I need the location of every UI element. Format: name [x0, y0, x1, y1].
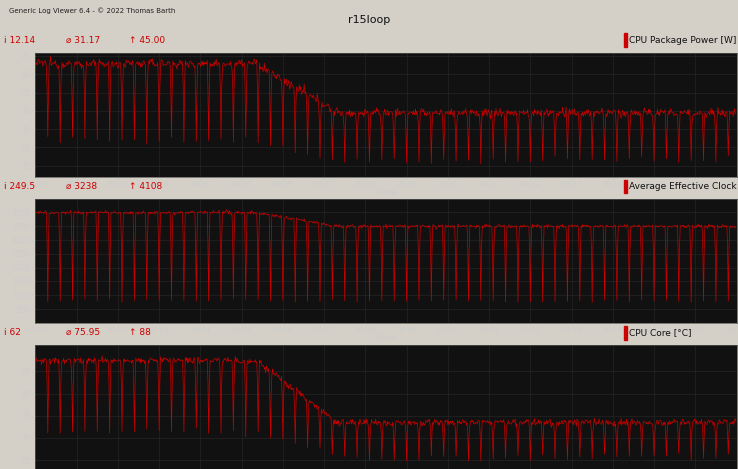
Text: i 249.5: i 249.5: [4, 182, 35, 191]
Text: CPU Core [°C]: CPU Core [°C]: [629, 328, 692, 337]
Bar: [624, 326, 627, 340]
Text: ⌀ 3238: ⌀ 3238: [66, 182, 97, 191]
X-axis label: Time: Time: [376, 334, 396, 343]
Text: CPU Package Power [W]: CPU Package Power [W]: [629, 36, 736, 45]
Text: ↑ 45.00: ↑ 45.00: [129, 36, 165, 45]
Text: Generic Log Viewer 6.4 - © 2022 Thomas Barth: Generic Log Viewer 6.4 - © 2022 Thomas B…: [9, 8, 175, 14]
Text: ↑ 88: ↑ 88: [129, 328, 151, 337]
Text: ↑ 4108: ↑ 4108: [129, 182, 162, 191]
Bar: [624, 33, 627, 47]
Text: ⌀ 31.17: ⌀ 31.17: [66, 36, 100, 45]
Text: i 62: i 62: [4, 328, 21, 337]
Text: r15loop: r15loop: [348, 15, 390, 25]
Text: ⌀ 75.95: ⌀ 75.95: [66, 328, 100, 337]
Text: Average Effective Clock [MHz]: Average Effective Clock [MHz]: [629, 182, 738, 191]
Text: i 12.14: i 12.14: [4, 36, 35, 45]
X-axis label: Time: Time: [376, 188, 396, 197]
Bar: [624, 180, 627, 193]
